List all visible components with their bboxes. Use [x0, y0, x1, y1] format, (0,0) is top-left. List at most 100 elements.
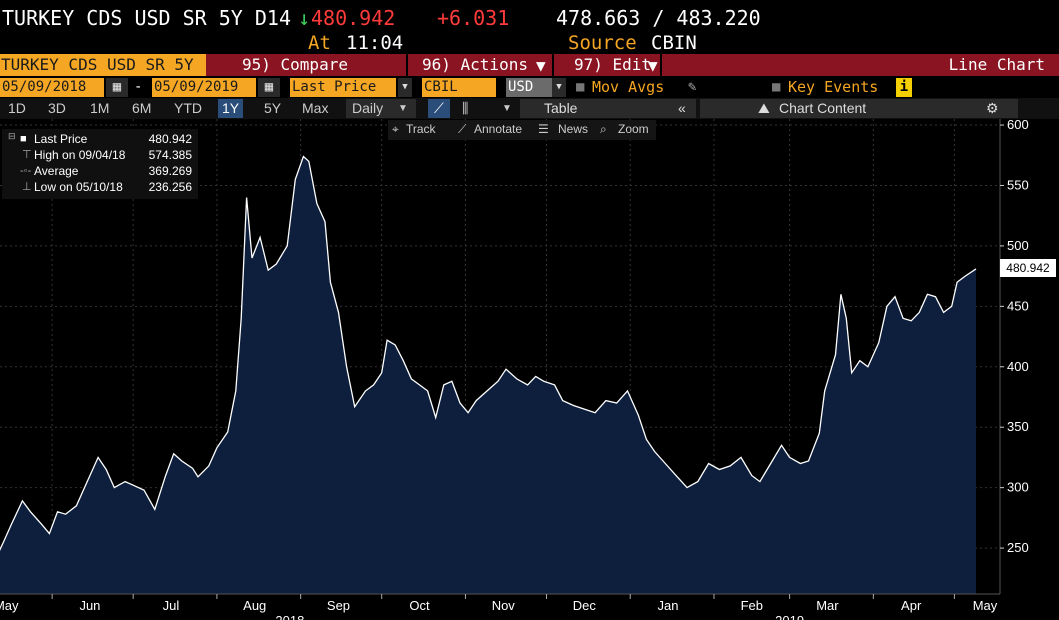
x-tick-label: Apr — [901, 598, 922, 613]
table-button[interactable]: Table — [544, 100, 578, 116]
annotate-icon[interactable]: ⟋ — [458, 122, 467, 136]
period-1y[interactable]: 1Y — [218, 99, 244, 118]
x-tick-label: Oct — [409, 598, 430, 613]
actions-menu[interactable]: 96) Actions — [422, 55, 528, 74]
source-label: Source — [568, 32, 637, 54]
gear-icon[interactable]: ⚙ — [986, 100, 999, 116]
period-5y[interactable]: 5Y — [264, 100, 282, 116]
chevron-down-icon[interactable]: ▼ — [398, 78, 412, 97]
period-3d[interactable]: 3D — [48, 100, 66, 116]
last-value-label: 480.942 — [1000, 259, 1056, 277]
collapse-icon[interactable]: « — [678, 100, 686, 116]
quote-header: TURKEY CDS USD SR 5Y D14 ↓ 480.942 +6.03… — [0, 0, 1059, 54]
legend-label: Average — [34, 164, 79, 178]
period-1d[interactable]: 1D — [8, 100, 26, 116]
price-chart[interactable]: 250 300 350 400 450 500 550 600 May Jun Jul Aug Sep… — [0, 119, 1059, 620]
info-icon[interactable]: i — [896, 78, 912, 97]
compare-menu[interactable]: 95) Compare — [242, 55, 348, 74]
x-tick-label: Nov — [492, 598, 516, 613]
menu-divider — [552, 54, 554, 76]
news-icon[interactable]: ☰ — [538, 122, 549, 136]
x-tick-label: May — [973, 598, 998, 613]
x-tick-label: Aug — [243, 598, 266, 613]
calendar-icon[interactable]: ▦ — [258, 78, 280, 97]
period-max[interactable]: Max — [302, 100, 329, 116]
source-select[interactable]: CBIL — [422, 78, 496, 97]
chart-content-icon: ⛰ — [758, 100, 770, 116]
low-marker-icon: ⊥ — [22, 181, 32, 193]
y-tick-label: 300 — [1007, 480, 1029, 495]
zoom-button[interactable]: Zoom — [618, 122, 649, 136]
x-tick-label: Jan — [658, 598, 679, 613]
checkbox-icon[interactable]: ■ — [772, 79, 781, 95]
y-tick-label: 400 — [1007, 359, 1029, 374]
y-tick-label: 600 — [1007, 119, 1029, 132]
security-field[interactable]: TURKEY CDS USD SR 5Y — [0, 54, 206, 76]
legend-label: Low on 05/10/18 — [34, 180, 123, 194]
chevron-down-icon[interactable]: ▼ — [552, 78, 566, 97]
ticker-title: TURKEY CDS USD SR 5Y D14 — [2, 6, 291, 30]
x-axis-ticks: May Jun Jul Aug Sep Oct Nov Dec Jan Feb Mar Apr May 2… — [0, 594, 998, 620]
calendar-icon[interactable]: ▦ — [106, 78, 128, 97]
chart-type-label[interactable]: Line Chart — [948, 55, 1045, 74]
mov-avgs-toggle[interactable]: Mov Avgs — [592, 78, 665, 96]
at-label: At — [308, 32, 331, 54]
bid-ask: 478.663 / 483.220 — [556, 6, 761, 30]
chart-content-button[interactable]: Chart Content — [779, 100, 867, 116]
legend-row: ⊤ High on 09/04/18 574.385 — [2, 147, 198, 163]
chart-legend: ■ Last Price 480.942 ⊤ High on 09/04/18 … — [2, 129, 198, 199]
date-controls: 05/09/2018 ▦ - 05/09/2019 ▦ Last Price ▼… — [0, 77, 1059, 98]
legend-value: 480.942 — [148, 132, 192, 146]
down-arrow-icon: ↓ — [298, 6, 311, 30]
line-chart-icon[interactable]: ⟋ — [428, 99, 450, 118]
edit-menu[interactable]: 97) Edit — [574, 55, 652, 74]
chevron-down-icon[interactable]: ▼ — [536, 56, 546, 75]
checkbox-icon[interactable]: ■ — [576, 79, 585, 95]
key-events-toggle[interactable]: Key Events — [788, 78, 879, 96]
legend-row: ⊥ Low on 05/10/18 236.256 — [2, 179, 198, 195]
chevron-down-icon[interactable]: ▼ — [502, 103, 512, 114]
period-bar: 1D 3D 1M 6M YTD 1Y 5Y Max Daily ▼ ⟋ ⫼ ▼ … — [0, 98, 1059, 119]
legend-label: Last Price — [34, 132, 88, 146]
chevron-down-icon[interactable]: ▼ — [648, 56, 658, 75]
y-tick-label: 250 — [1007, 540, 1029, 555]
end-date-input[interactable]: 05/09/2019 — [152, 78, 256, 97]
start-date-input[interactable]: 05/09/2018 — [0, 78, 104, 97]
date-dash: - — [134, 79, 143, 95]
legend-row: -◦- Average 369.269 — [2, 163, 198, 179]
price-change: +6.031 — [437, 6, 510, 30]
y-tick-label: 350 — [1007, 419, 1029, 434]
table-button-bg — [520, 99, 696, 118]
last-price: 480.942 — [311, 6, 396, 30]
menu-divider — [406, 54, 408, 76]
x-tick-label: May — [0, 598, 19, 613]
legend-row: ■ Last Price 480.942 — [2, 131, 198, 147]
field-select[interactable]: Last Price — [290, 78, 396, 97]
chart-content-bg — [700, 99, 1018, 118]
bar-chart-icon[interactable]: ⫼ — [462, 100, 469, 116]
x-tick-label: Feb — [741, 598, 763, 613]
period-6m[interactable]: 6M — [132, 100, 152, 116]
news-button[interactable]: News — [558, 122, 589, 136]
period-1m[interactable]: 1M — [90, 100, 110, 116]
currency-select[interactable]: USD — [506, 78, 552, 97]
y-axis-ticks: 250 300 350 400 450 500 550 600 — [1000, 119, 1029, 555]
legend-value: 574.385 — [148, 148, 192, 162]
period-ytd[interactable]: YTD — [174, 100, 202, 116]
frequency-select[interactable] — [346, 99, 416, 118]
y-tick-label: 550 — [1007, 177, 1029, 192]
x-tick-label: Sep — [327, 598, 350, 613]
frequency-label: Daily — [352, 100, 384, 116]
zoom-icon[interactable]: ⌕ — [600, 122, 607, 136]
crosshair-icon[interactable]: ⌖ — [392, 122, 399, 136]
pencil-icon[interactable]: ✎ — [688, 79, 697, 95]
track-button[interactable]: Track — [406, 122, 436, 136]
collapse-box-icon[interactable]: ⊟ — [8, 131, 16, 141]
annotate-button[interactable]: Annotate — [474, 122, 523, 136]
y-tick-label: 500 — [1007, 238, 1029, 253]
year-label: 2018 — [275, 613, 304, 620]
menu-divider — [660, 54, 662, 76]
legend-label: High on 09/04/18 — [34, 148, 126, 162]
at-time: 11:04 — [346, 32, 404, 54]
chevron-down-icon[interactable]: ▼ — [398, 103, 408, 114]
